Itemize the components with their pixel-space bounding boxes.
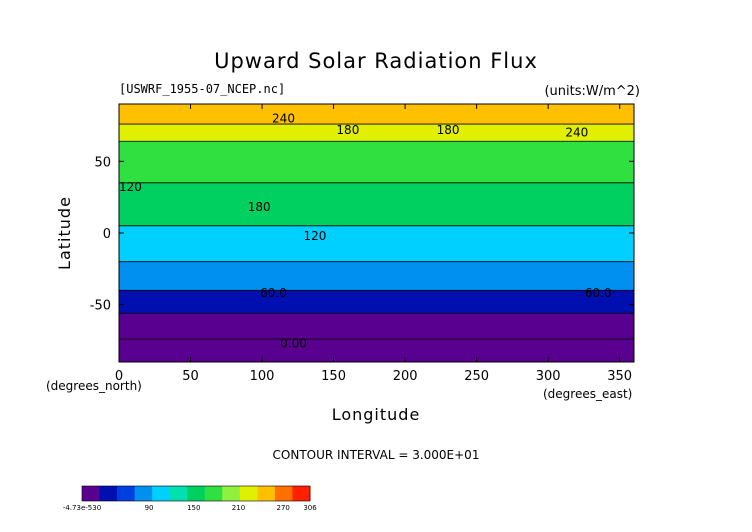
colorbar-swatch [187,486,206,501]
heatmap-band [119,261,634,291]
y-tick-label: 0 [103,227,111,242]
colorbar-swatch [99,486,118,501]
colorbar-tick-label: 270 [276,504,289,512]
source-file-label: [USWRF_1955-07_NCEP.nc] [119,82,285,96]
colorbar-swatch [222,486,241,501]
colorbar-tick-label: -4.73e-530 [63,504,101,512]
colorbar-swatch [257,486,276,501]
y-tick-label: -50 [90,299,111,314]
x-tick-label: 50 [182,369,199,384]
x-tick-label: 150 [321,369,346,384]
colorbar-swatch [292,486,311,501]
x-tick-label: 300 [536,369,561,384]
colorbar: -4.73e-530 90 150 210 270 306 [63,485,317,512]
colorbar-swatch [239,486,258,501]
x-tick-label: 0 [115,369,123,384]
colorbar-frame [81,485,311,502]
heatmap-band [119,313,634,340]
colorbar-tick-label: 210 [232,504,245,512]
colorbar-tick-label: 306 [303,504,317,512]
contour-label: 0.00 [280,336,307,350]
colorbar-swatch [169,486,188,501]
contour-label: 60.0 [585,286,612,300]
contour-label: 240 [272,111,295,125]
units-label: (units:W/m^2) [544,84,640,99]
heatmap-band [119,290,634,314]
heatmap-band [119,124,634,142]
contour-interval-label: CONTOUR INTERVAL = 3.000E+01 [273,448,480,462]
contour-label: 120 [304,229,327,243]
x-tick-label: 250 [464,369,489,384]
contour-label: 120 [119,180,142,194]
colorbar-swatch [134,486,153,501]
x-tick-label: 200 [393,369,418,384]
colorbar-swatch [82,486,101,501]
y-axis-label: Latitude [55,196,74,270]
x-axis-label: Longitude [332,405,421,424]
heatmap-band [119,141,634,183]
heatmap-band [119,225,634,262]
contour-label: 180 [336,123,359,137]
heatmap-band [119,104,634,125]
colorbar-swatch [204,486,223,501]
chart-title: Upward Solar Radiation Flux [214,49,538,73]
x-unit-label: (degrees_east) [543,387,632,401]
colorbar-tick-label: 90 [145,504,154,512]
heatmap-band [119,339,634,362]
plot-area: 240 180 180 240 120 180 120 60.0 60.0 0.00 [119,104,634,362]
contour-label: 180 [437,123,460,137]
contour-label: 240 [565,126,588,140]
colorbar-swatch [274,486,293,501]
x-axis: 0 50 100 150 200 250 300 350 [115,104,632,384]
colorbar-swatch [117,486,136,501]
y-unit-label: (degrees_north) [46,379,142,393]
y-axis: -50 0 50 [90,155,634,314]
colorbar-swatch [152,486,171,501]
colorbar-tick-label: 150 [187,504,200,512]
x-tick-label: 350 [607,369,632,384]
heatmap-band [119,182,634,226]
y-tick-label: 50 [94,155,111,170]
contour-label: 180 [248,200,271,214]
contour-label: 60.0 [260,286,287,300]
x-tick-label: 100 [250,369,275,384]
